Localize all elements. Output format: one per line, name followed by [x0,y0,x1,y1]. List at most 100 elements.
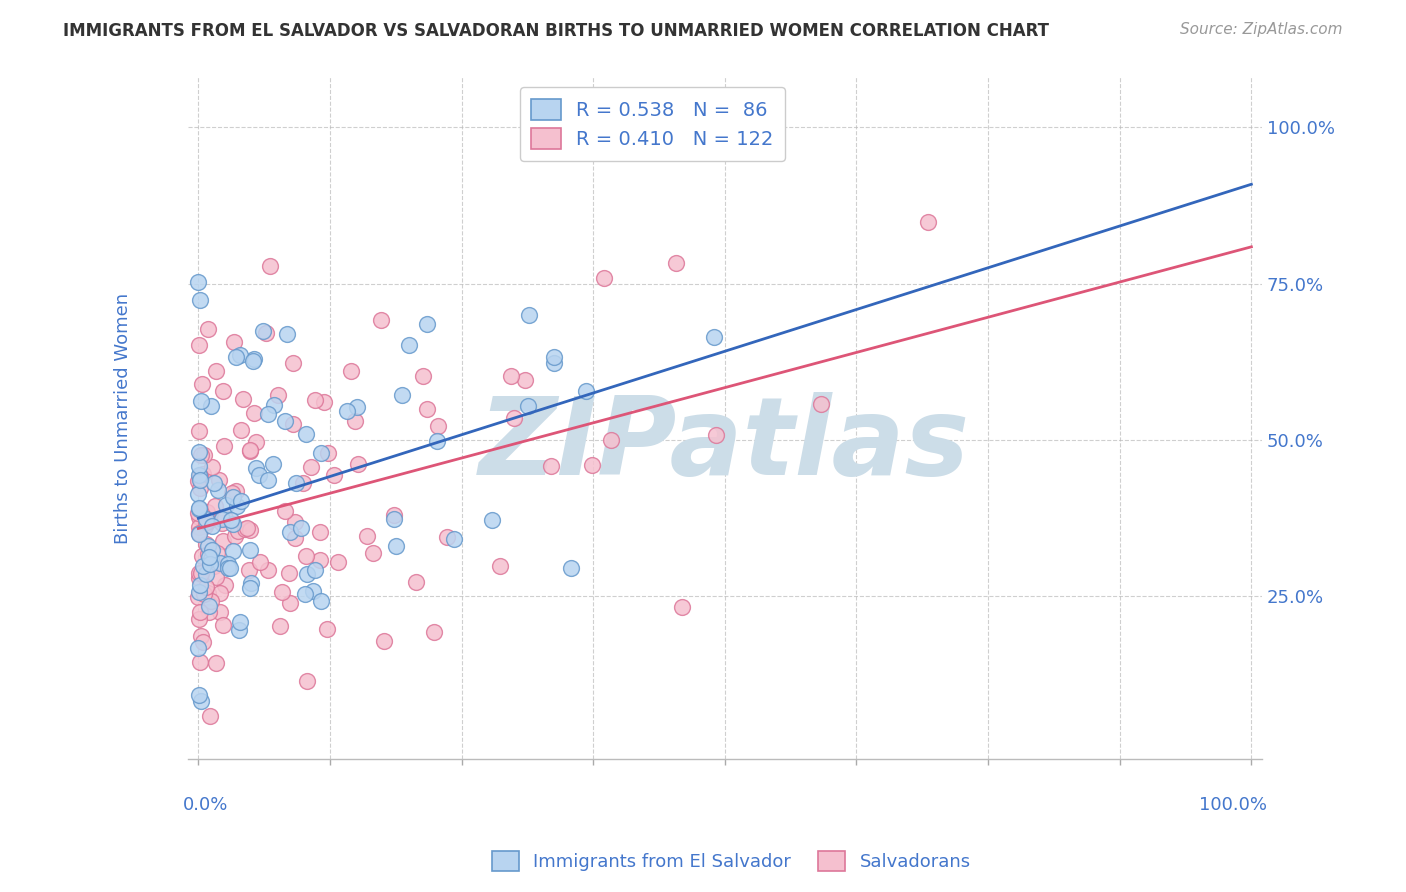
Point [308,553,330,567]
Point [188,293,211,307]
Text: 0.0%: 0.0% [183,797,228,814]
Point [214,498,236,512]
Point [314,395,336,409]
Point [204,656,226,670]
Point [194,518,217,533]
Point [188,467,211,482]
Point [259,260,281,274]
Point [225,483,247,498]
Point [295,566,318,581]
Point [316,622,339,636]
Point [297,673,319,688]
Point [269,618,291,632]
Point [665,256,688,270]
Point [273,504,295,518]
Point [294,587,316,601]
Point [278,566,301,580]
Point [188,481,211,495]
Point [191,467,214,482]
Point [243,406,266,420]
Point [191,558,214,573]
Point [592,270,614,285]
Point [267,388,290,402]
Point [416,317,439,331]
Point [222,516,245,531]
Point [239,442,262,457]
Point [284,515,307,529]
Point [188,519,211,533]
Point [436,530,458,544]
Point [208,556,231,570]
Point [311,594,333,608]
Point [302,584,325,599]
Point [256,474,278,488]
Point [187,688,209,702]
Point [197,605,219,619]
Point [481,513,503,527]
Point [257,563,280,577]
Point [671,600,693,615]
Point [200,552,222,566]
Point [197,539,219,553]
Point [219,513,242,527]
Point [228,615,250,629]
Point [361,545,384,559]
Point [222,543,245,558]
Point [239,524,262,538]
Point [276,326,298,341]
Point [188,469,211,483]
Point [299,459,322,474]
Point [232,392,254,406]
Point [224,334,246,349]
Point [193,449,215,463]
Point [187,445,209,459]
Point [188,605,211,619]
Point [194,512,217,526]
Text: ZIPatlas: ZIPatlas [479,392,970,499]
Point [238,443,260,458]
Point [200,594,222,608]
Point [209,606,232,620]
Point [703,330,725,344]
Point [188,566,211,581]
Point [197,322,219,336]
Point [188,655,211,669]
Point [295,549,318,563]
Point [581,458,603,472]
Point [427,418,450,433]
Point [190,448,212,462]
Point [200,400,222,414]
Point [519,309,541,323]
Text: 100.0%: 100.0% [1199,797,1267,814]
Point [240,575,263,590]
Point [187,276,209,290]
Point [291,475,314,490]
Point [810,397,832,411]
Point [211,511,233,525]
Point [328,555,350,569]
Point [211,534,233,549]
Point [516,399,538,413]
Point [208,473,231,487]
Point [346,400,368,414]
Point [228,348,250,362]
Point [316,446,339,460]
Point [204,364,226,378]
Point [198,709,221,723]
Point [197,599,219,613]
Point [201,519,224,533]
Point [204,499,226,513]
Point [200,557,222,571]
Point [214,510,236,524]
Point [489,559,512,574]
Point [225,350,247,364]
Point [405,574,427,589]
Point [285,475,308,490]
Point [218,560,240,574]
Point [228,623,250,637]
Point [226,524,249,538]
Point [187,474,209,488]
Point [214,578,236,592]
Point [515,373,537,387]
Point [443,532,465,546]
